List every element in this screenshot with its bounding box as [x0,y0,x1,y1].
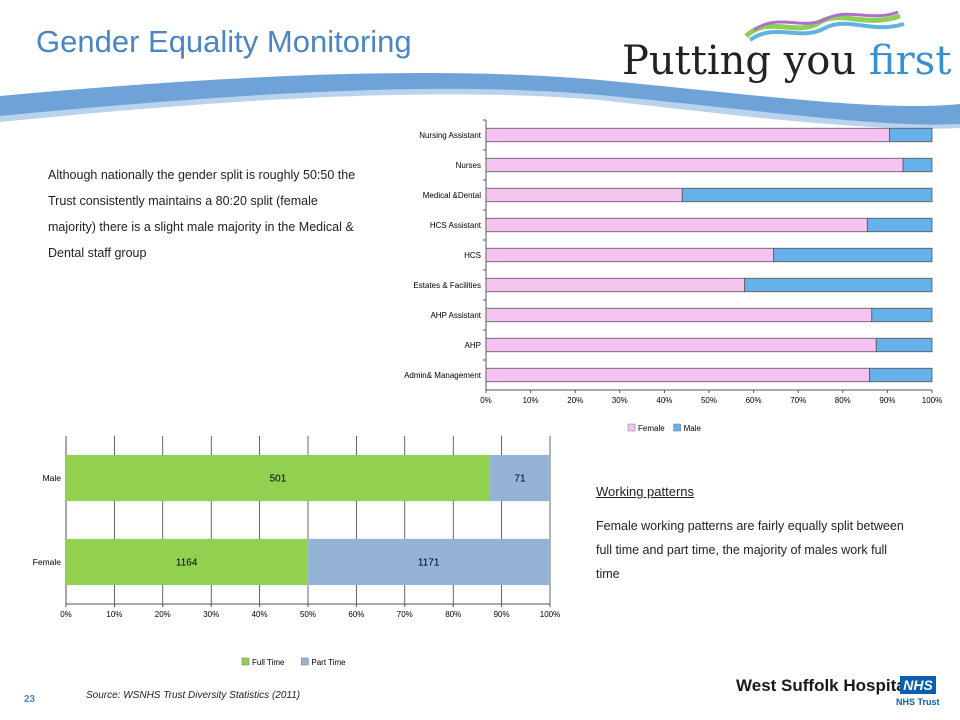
source-note: Source: WSNHS Trust Diversity Statistics… [86,690,301,701]
bar-female [485,307,873,323]
legend-swatch-part-time [301,657,309,666]
data-label: 501 [270,474,287,485]
category-label: AHP [465,341,481,350]
bar-male [681,187,933,203]
bar-female [485,247,775,263]
x-tick-label: 50% [300,610,316,619]
nhs-logo: NHS [900,676,936,694]
tagline-part-1: Putting you [622,38,869,84]
x-tick-label: 0% [60,610,72,619]
hospital-name: West Suffolk Hospital [736,676,911,695]
bar-female [485,127,891,143]
page-number: 23 [24,694,36,705]
header-swoosh [0,72,960,129]
bar-female [485,277,746,293]
x-tick-label: 80% [835,396,851,405]
x-tick-label: 60% [348,610,364,619]
working-patterns-heading: Working patterns [596,484,695,499]
x-tick-label: 20% [155,610,171,619]
category-label: Nurses [456,161,481,170]
nhs-trust-label: NHS Trust [896,697,940,707]
working-patterns-chart: 501 71 Male 1164 1171 Female 0% 10% 20% 30% 40% 50%… [33,436,560,667]
legend-label: Female [638,424,665,433]
bar-male [866,217,933,233]
category-label: Estates & Facilities [413,281,481,290]
working-patterns-text: Female working patterns are fairly equal… [596,519,904,581]
legend-label: Full Time [252,658,285,667]
x-tick-label: 50% [701,396,717,405]
x-tick-label: 100% [922,396,942,405]
x-tick-label: 40% [656,396,672,405]
page-title: Gender Equality Monitoring [36,24,412,59]
x-tick-label: 10% [523,396,539,405]
tagline-part-2: first [868,38,952,84]
data-label: 1171 [418,558,440,569]
data-label: 1164 [176,558,198,569]
ribbon-logo-icon [744,10,905,42]
category-label: Medical &Dental [423,191,481,200]
category-label: HCS Assistant [430,221,482,230]
bar-male [871,307,933,323]
bar-full-time [66,538,308,586]
bar-part-time [307,538,550,586]
x-tick-label: 30% [203,610,219,619]
x-tick-label: 70% [790,396,806,405]
x-tick-label: 40% [252,610,268,619]
bar-male [889,127,933,143]
legend-swatch-full-time [241,657,250,666]
bar-female [485,187,683,203]
x-tick-label: 100% [540,610,560,619]
x-tick-label: 30% [612,396,628,405]
bar-full-time [66,454,490,502]
bar-male [773,247,933,263]
bar-male [869,367,933,383]
bar-female [485,337,877,353]
legend-label: Part Time [311,658,346,667]
legend-swatch-female [627,423,636,432]
bar-female [485,157,904,173]
tagline: Putting you first [622,38,951,84]
data-label: 71 [514,474,526,485]
bar-male [875,337,933,353]
bar-male [744,277,933,293]
gender-split-chart: Nursing Assistant Nurses Medical &Dental HC… [404,119,942,433]
intro-text: Although nationally the gender split is … [48,168,356,260]
x-tick-label: 80% [445,610,461,619]
x-tick-label: 70% [397,610,413,619]
legend-swatch-male [673,423,681,432]
bar-female [485,217,868,233]
category-label: Male [43,473,62,483]
category-label: Admin& Management [404,371,482,380]
bar-female [485,367,870,383]
x-tick-label: 10% [106,610,122,619]
bar-male [902,157,933,173]
legend-label: Male [684,424,702,433]
x-tick-label: 90% [494,610,510,619]
category-label: AHP Assistant [430,311,481,320]
category-label: Female [33,557,62,567]
x-tick-label: 60% [746,396,762,405]
x-tick-label: 20% [567,396,583,405]
x-tick-label: 90% [879,396,895,405]
category-label: HCS [464,251,481,260]
bar-part-time [489,454,550,502]
category-label: Nursing Assistant [419,131,482,140]
x-tick-label: 0% [480,396,492,405]
